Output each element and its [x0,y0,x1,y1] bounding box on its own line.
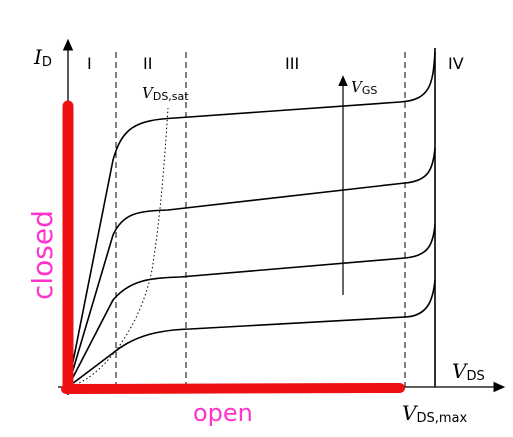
region-label-4: IV [448,54,464,73]
open-handwritten-label: open [193,399,253,427]
vds-sat-curve [67,107,169,388]
vgs-label: VGS [351,78,377,97]
y-axis-label: ID [33,45,52,70]
vds-sat-label: VDS,sat [142,84,189,103]
characteristic-curve-4 [67,51,436,388]
closed-handwritten-label: closed [26,210,59,300]
characteristic-curve-2 [67,224,436,388]
region-label-1: I [87,54,92,73]
open-marker-stroke [61,383,405,394]
x-axis-label: VDS [452,359,485,384]
x-max-label: VDS,max [402,401,467,426]
region-label-3: III [285,54,299,73]
region-label-2: II [143,54,152,73]
characteristic-curve-1 [67,279,436,388]
characteristic-curve-3 [67,147,436,388]
